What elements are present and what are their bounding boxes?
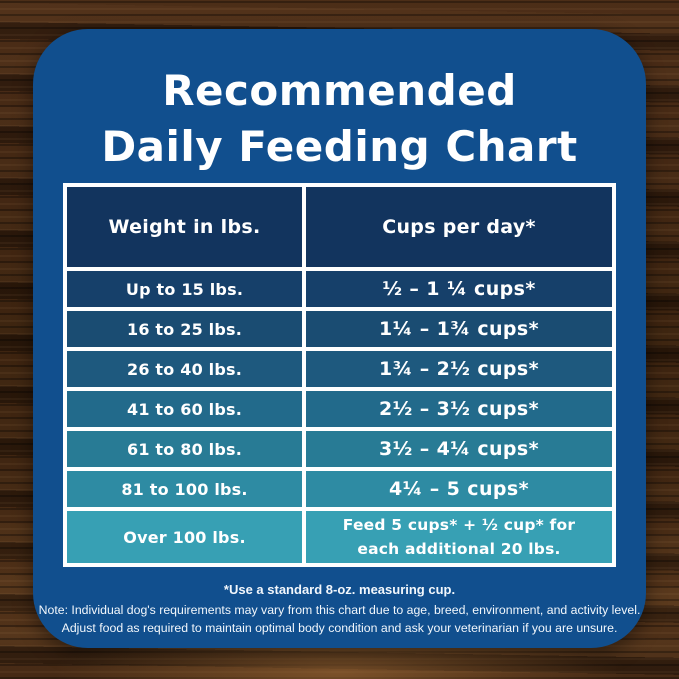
feeding-chart-panel: Recommended Daily Feeding Chart Weight i… — [33, 29, 646, 648]
cups-cell-line: 1¼ – 1¾ cups* — [379, 318, 539, 340]
cups-cell: 3½ – 4¼ cups* — [306, 431, 612, 467]
cups-cell: 4¼ – 5 cups* — [306, 471, 612, 507]
title-line-1: Recommended — [162, 66, 517, 115]
weight-cell: Up to 15 lbs. — [67, 271, 302, 307]
weight-cell: 81 to 100 lbs. — [67, 471, 302, 507]
footnotes: *Use a standard 8-oz. measuring cup. Not… — [33, 580, 646, 637]
cups-cell-line: 1¾ – 2½ cups* — [379, 358, 539, 380]
cups-cell-line: 4¼ – 5 cups* — [389, 478, 529, 500]
col-header-cups: Cups per day* — [306, 187, 612, 267]
cups-cell-line: 2½ – 3½ cups* — [379, 398, 539, 420]
weight-cell: Over 100 lbs. — [67, 511, 302, 563]
cups-cell: ½ – 1 ¼ cups* — [306, 271, 612, 307]
col-header-weight: Weight in lbs. — [67, 187, 302, 267]
weight-cell: 61 to 80 lbs. — [67, 431, 302, 467]
cups-cell: 2½ – 3½ cups* — [306, 391, 612, 427]
page-title: Recommended Daily Feeding Chart — [33, 63, 646, 175]
footnote-adjust: Adjust food as required to maintain opti… — [61, 620, 618, 635]
footnote-measuring-cup: *Use a standard 8-oz. measuring cup. — [223, 582, 456, 597]
cups-cell-line: ½ – 1 ¼ cups* — [382, 278, 536, 300]
cups-cell: 1¼ – 1¾ cups* — [306, 311, 612, 347]
footnote-note: Note: Individual dog's requirements may … — [38, 602, 641, 617]
weight-cell: 16 to 25 lbs. — [67, 311, 302, 347]
cups-cell-line: 3½ – 4¼ cups* — [379, 438, 539, 460]
weight-cell: 41 to 60 lbs. — [67, 391, 302, 427]
cups-cell: Feed 5 cups* + ½ cup* for each additional… — [306, 511, 612, 563]
cups-cell: 1¾ – 2½ cups* — [306, 351, 612, 387]
cups-cell-line: each additional 20 lbs. — [357, 540, 561, 558]
weight-cell: 26 to 40 lbs. — [67, 351, 302, 387]
cups-cell-line: Feed 5 cups* + ½ cup* for — [342, 515, 576, 534]
title-line-2: Daily Feeding Chart — [101, 121, 578, 171]
feeding-table: Weight in lbs. Cups per day* Up to 15 lb… — [63, 183, 616, 567]
